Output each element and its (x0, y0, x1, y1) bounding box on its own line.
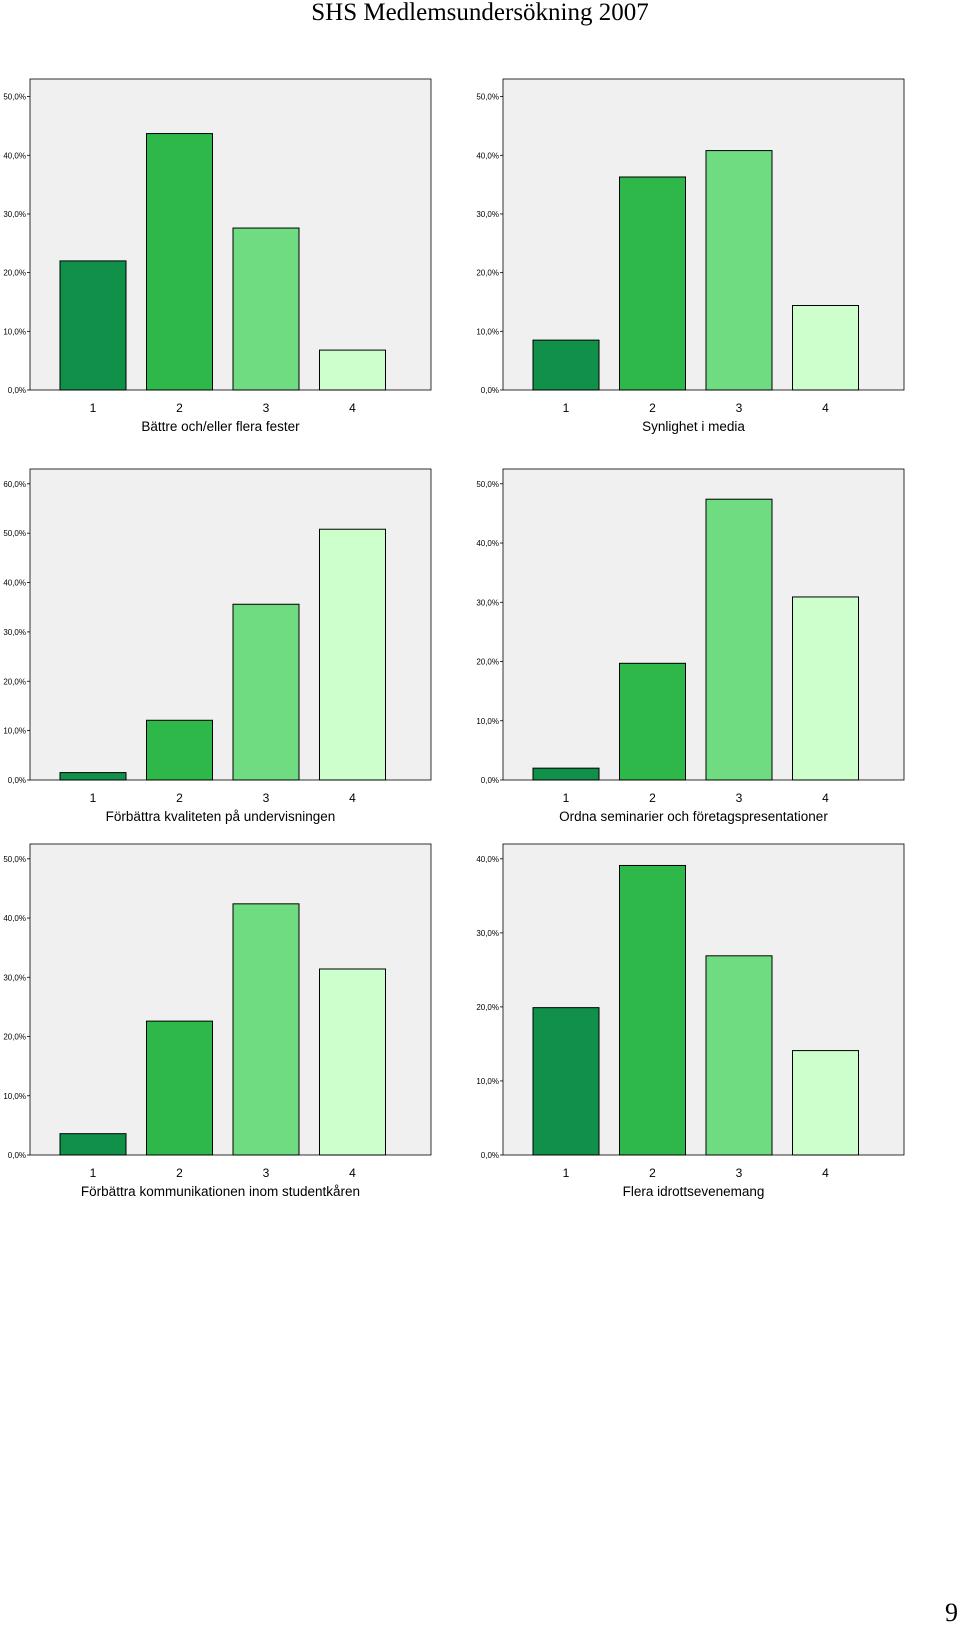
chart-6-category-label: 2 (649, 1166, 656, 1180)
chart-4-ytick-label: 0,0% (481, 776, 499, 785)
bar-chart-idrottsevenemang: 0,0% 10,0% 20,0% 30,0% 40,0% 1 2 3 4 Flera idrott… (476, 843, 905, 1199)
chart-4-ytick-label: 10,0% (476, 717, 499, 726)
chart-3-ytick-label: 60,0% (3, 480, 26, 489)
chart-1-category-label: 4 (349, 401, 356, 415)
chart-5-category-label: 3 (263, 1166, 270, 1180)
chart-6-bar-3 (705, 955, 773, 1156)
chart-3-ytick-label: 30,0% (3, 628, 26, 637)
bar-chart-kommunikation-studentkaren: 0,0% 10,0% 20,0% 30,0% 40,0% 50,0% 1 2 3 4 Förbätt… (3, 843, 432, 1199)
chart-1-category-label: 2 (176, 401, 183, 415)
chart-4-ytick-label: 30,0% (476, 598, 499, 607)
chart-6-bar-2 (619, 864, 686, 1156)
chart-4-category-label: 4 (822, 791, 829, 805)
chart-6-x-axis-label: Flera idrottsevenemang (623, 1184, 765, 1199)
chart-4-ytick-label: 40,0% (476, 539, 499, 548)
chart-5-ytick-label: 50,0% (3, 855, 26, 864)
chart-3-ytick-label: 50,0% (3, 529, 26, 538)
chart-6-ytick-label: 30,0% (476, 929, 499, 938)
chart-4-ytick-label: 20,0% (476, 658, 499, 667)
chart-1-bar-3 (232, 227, 300, 391)
chart-4-bar-2 (619, 662, 686, 781)
chart-3-ytick-label: 20,0% (3, 677, 26, 686)
chart-2-ytick-label: 40,0% (476, 151, 499, 160)
chart-5-ytick-label: 10,0% (3, 1092, 26, 1101)
chart-5-ytick-label: 20,0% (3, 1033, 26, 1042)
chart-1-bar-4 (319, 349, 386, 391)
chart-6-ytick-label: 0,0% (481, 1151, 499, 1160)
chart-4-category-label: 2 (649, 791, 656, 805)
chart-2-bar-1 (532, 339, 600, 391)
chart-5-category-label: 2 (176, 1166, 183, 1180)
chart-1-ytick-label: 50,0% (3, 93, 26, 102)
chart-4-bar-1 (532, 767, 600, 781)
chart-4-ytick-label: 50,0% (476, 480, 499, 489)
chart-3-category-label: 1 (90, 791, 97, 805)
bar-chart-synlighet-i-media: 0,0% 10,0% 20,0% 30,0% 40,0% 50,0% 1 2 3 4 Synligh… (476, 78, 905, 434)
chart-4-category-label: 3 (736, 791, 743, 805)
chart-2-category-label: 1 (563, 401, 570, 415)
chart-5-category-label: 1 (90, 1166, 97, 1180)
chart-1-ytick-label: 30,0% (3, 210, 26, 219)
chart-5-bar-2 (146, 1020, 213, 1156)
chart-6-category-label: 4 (822, 1166, 829, 1180)
chart-2-x-axis-label: Synlighet i media (642, 419, 745, 434)
page-title: SHS Medlemsundersökning 2007 (311, 0, 649, 26)
chart-6-ytick-label: 20,0% (476, 1003, 499, 1012)
chart-3-ytick-label: 10,0% (3, 727, 26, 736)
chart-2-ytick-label: 30,0% (476, 210, 499, 219)
chart-6-category-label: 1 (563, 1166, 570, 1180)
chart-6-bar-1 (532, 1007, 600, 1156)
chart-2-category-label: 2 (649, 401, 656, 415)
chart-3-ytick-label: 40,0% (3, 579, 26, 588)
chart-1-ytick-label: 10,0% (3, 327, 26, 336)
chart-4-category-label: 1 (563, 791, 570, 805)
chart-4-x-axis-label: Ordna seminarier och företagspresentatio… (559, 809, 828, 824)
chart-1-x-axis-label: Bättre och/eller flera fester (141, 419, 300, 434)
chart-6-bar-4 (792, 1050, 859, 1156)
chart-3-category-label: 2 (176, 791, 183, 805)
chart-2-category-label: 4 (822, 401, 829, 415)
chart-6-category-label: 3 (736, 1166, 743, 1180)
chart-3-ytick-label: 0,0% (8, 776, 26, 785)
chart-2-ytick-label: 20,0% (476, 269, 499, 278)
chart-6-ytick-label: 40,0% (476, 855, 499, 864)
chart-2-ytick-label: 50,0% (476, 93, 499, 102)
chart-5-category-label: 4 (349, 1166, 356, 1180)
chart-1-ytick-label: 0,0% (8, 386, 26, 395)
chart-5-ytick-label: 0,0% (8, 1151, 26, 1160)
chart-2-bar-2 (619, 176, 686, 391)
chart-1-bar-1 (59, 260, 127, 391)
chart-3-bar-4 (319, 528, 386, 781)
chart-3-category-label: 3 (263, 791, 270, 805)
chart-1-ytick-label: 20,0% (3, 269, 26, 278)
chart-3-category-label: 4 (349, 791, 356, 805)
page-number: 9 (945, 1598, 958, 1627)
chart-1-ytick-label: 40,0% (3, 151, 26, 160)
chart-4-bar-4 (792, 596, 859, 781)
chart-5-ytick-label: 40,0% (3, 914, 26, 923)
chart-5-ytick-label: 30,0% (3, 973, 26, 982)
chart-1-category-label: 1 (90, 401, 97, 415)
chart-2-category-label: 3 (736, 401, 743, 415)
chart-5-x-axis-label: Förbättra kommunikationen inom studentkå… (81, 1184, 360, 1199)
bar-chart-seminarier-foretag: 0,0% 10,0% 20,0% 30,0% 40,0% 50,0% 1 2 3 4 Ordna s… (476, 468, 905, 824)
bar-chart-kvaliteten-undervisning: 0,0% 10,0% 20,0% 30,0% 40,0% 50,0% 60,0% 1 2 3 4 Fö… (3, 468, 432, 824)
chart-2-ytick-label: 10,0% (476, 327, 499, 336)
chart-3-bar-1 (59, 772, 127, 781)
chart-5-bar-1 (59, 1133, 127, 1156)
bar-chart-fester: 0,0% 10,0% 20,0% 30,0% 40,0% 50,0% 1 2 3 4 Bättre … (3, 78, 432, 434)
chart-1-bar-2 (146, 133, 213, 391)
chart-2-bar-3 (705, 150, 773, 391)
chart-2-ytick-label: 0,0% (481, 386, 499, 395)
chart-2-bar-4 (792, 305, 859, 391)
chart-1-category-label: 3 (263, 401, 270, 415)
chart-6-ytick-label: 10,0% (476, 1077, 499, 1086)
chart-5-bar-3 (232, 903, 300, 1156)
chart-4-bar-3 (705, 498, 773, 781)
chart-3-bar-2 (146, 719, 213, 781)
chart-3-x-axis-label: Förbättra kvaliteten på undervisningen (106, 809, 336, 824)
chart-5-bar-4 (319, 968, 386, 1156)
chart-3-bar-3 (232, 603, 300, 781)
